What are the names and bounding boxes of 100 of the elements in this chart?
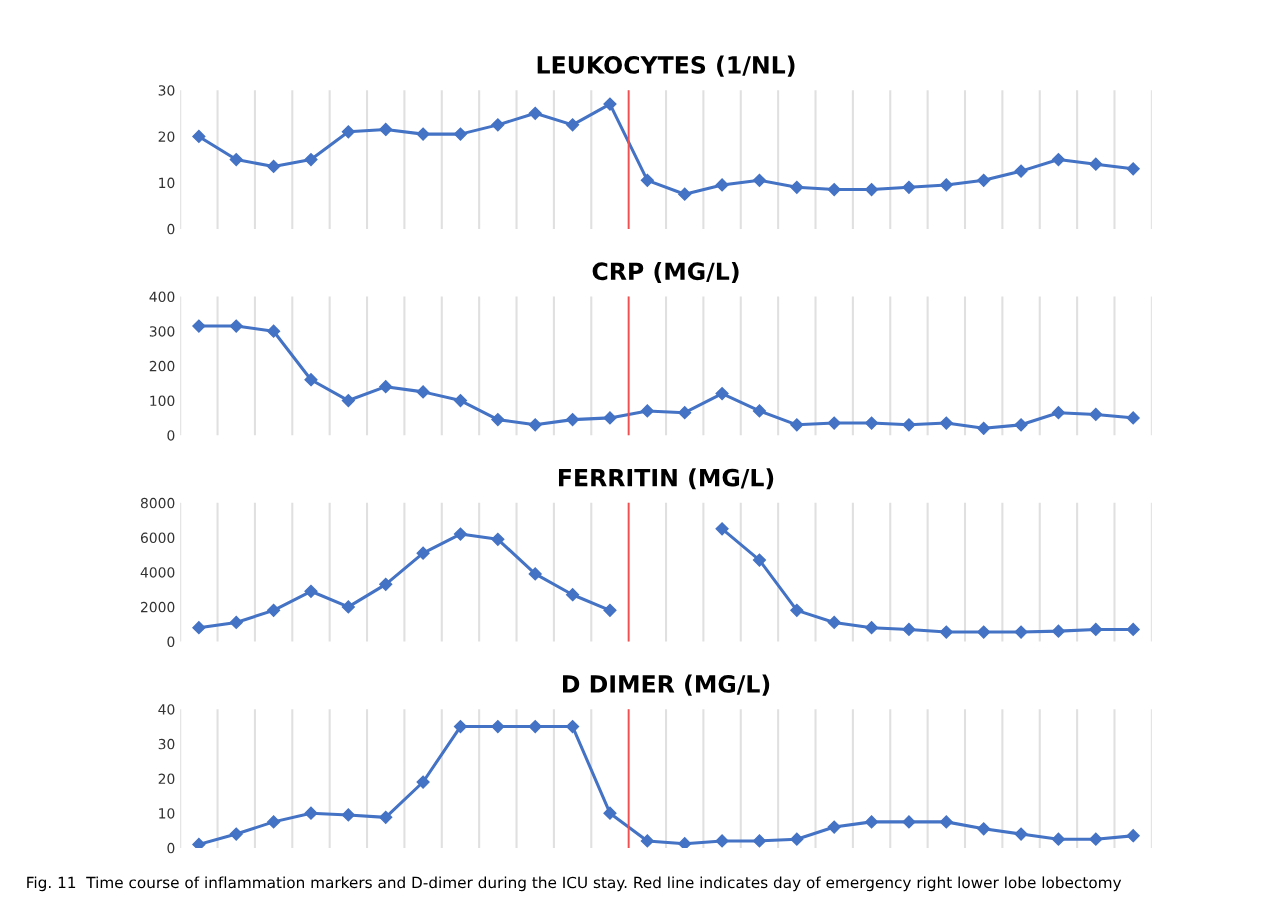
point — [267, 324, 281, 338]
point — [192, 129, 206, 144]
y-tick-label: 40 — [158, 704, 175, 715]
point — [1051, 406, 1066, 420]
point — [491, 532, 505, 546]
point — [1089, 407, 1103, 422]
point — [229, 152, 243, 167]
point — [678, 406, 692, 420]
point — [379, 810, 393, 824]
point — [1051, 832, 1066, 846]
point — [1014, 827, 1028, 841]
point — [864, 416, 879, 430]
point — [977, 421, 991, 435]
y-tick-label: 4000 — [140, 567, 175, 578]
point — [939, 815, 953, 829]
point — [416, 127, 430, 141]
point — [790, 603, 804, 617]
point — [640, 404, 654, 418]
point — [341, 125, 355, 139]
chart-title: D DIMER (MG/L) — [563, 674, 770, 696]
y-tick-label: 10 — [159, 177, 175, 189]
y-tick-label: 300 — [149, 326, 175, 337]
y-tick-label: 20 — [158, 773, 175, 785]
point — [528, 567, 542, 581]
chart-title: LEUKOCYTES (1/NL) — [537, 55, 795, 77]
point — [267, 159, 281, 174]
y-tick-label: 100 — [150, 395, 175, 407]
point — [1126, 829, 1140, 843]
point — [640, 173, 654, 187]
y-tick-label: 30 — [158, 85, 175, 96]
point — [453, 127, 468, 141]
y-tick-label: 30 — [158, 738, 175, 750]
point — [453, 527, 468, 541]
point — [752, 404, 767, 418]
point — [864, 815, 879, 829]
point — [603, 806, 617, 820]
point — [715, 387, 729, 401]
y-tick-label: 0 — [167, 842, 175, 854]
point — [1014, 625, 1028, 639]
point — [939, 625, 953, 639]
chart-title: CRP (MG/L) — [592, 261, 739, 283]
point — [528, 106, 542, 120]
point — [416, 546, 430, 560]
point — [1014, 164, 1028, 178]
point — [267, 815, 281, 829]
point — [379, 577, 393, 591]
y-tick-label: 6000 — [140, 532, 175, 544]
point — [192, 319, 206, 333]
point — [1126, 162, 1140, 176]
point — [864, 183, 879, 197]
y-tick-label: 0 — [167, 636, 175, 648]
point — [827, 615, 841, 630]
point — [566, 118, 580, 132]
point — [379, 380, 393, 394]
point — [1089, 622, 1103, 637]
point — [1051, 624, 1066, 638]
point — [603, 603, 617, 617]
point — [715, 834, 729, 848]
point — [603, 97, 617, 111]
y-tick-label: 20 — [158, 131, 175, 142]
y-tick-label: 8000 — [140, 497, 175, 509]
y-tick-label: 400 — [149, 291, 175, 303]
point — [902, 180, 916, 194]
chart-title: FERRITIN (MG/L) — [558, 468, 774, 490]
point — [752, 173, 767, 187]
point — [1014, 418, 1028, 432]
point — [528, 719, 542, 734]
point — [827, 183, 841, 197]
point — [528, 418, 542, 432]
y-tick-label: 0 — [167, 430, 175, 441]
point — [229, 615, 243, 630]
point — [453, 393, 468, 408]
point — [491, 413, 505, 427]
point — [341, 808, 355, 822]
y-tick-label: 2000 — [140, 601, 175, 613]
point — [715, 522, 729, 536]
point — [566, 719, 580, 734]
point — [902, 418, 916, 432]
point — [341, 393, 355, 408]
point — [341, 600, 355, 614]
point — [304, 806, 318, 820]
point — [1051, 152, 1066, 167]
point — [566, 588, 580, 602]
point — [1126, 622, 1140, 637]
point — [827, 416, 841, 430]
point — [752, 834, 767, 848]
point — [416, 775, 430, 789]
point — [304, 584, 318, 598]
y-tick-label: 200 — [149, 360, 175, 372]
point — [715, 178, 729, 192]
point — [790, 418, 804, 432]
point — [192, 837, 206, 848]
point — [902, 622, 916, 637]
point — [939, 178, 953, 192]
point — [939, 416, 953, 430]
point — [1089, 832, 1103, 846]
point — [416, 385, 430, 399]
point — [1126, 411, 1140, 425]
point — [678, 187, 692, 201]
point — [977, 625, 991, 639]
